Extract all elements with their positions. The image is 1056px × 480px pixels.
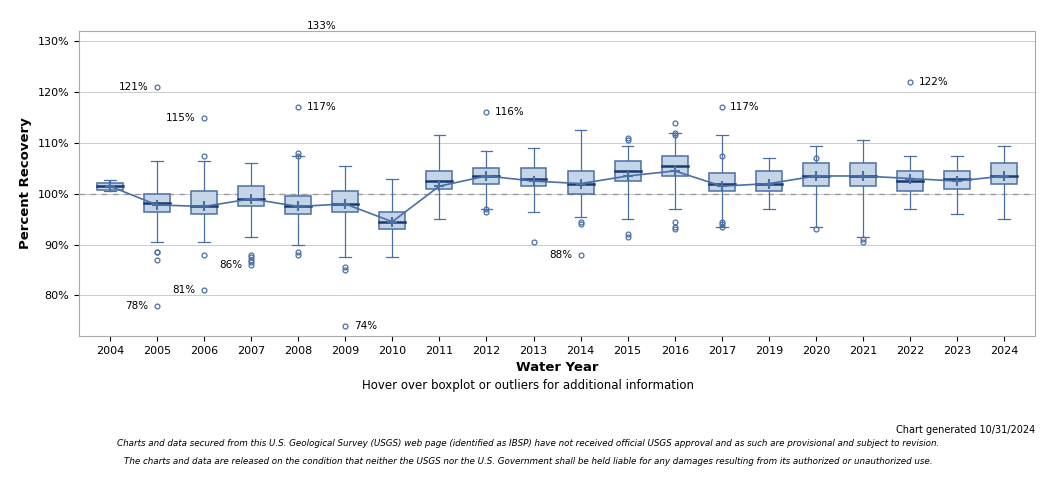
Text: 133%: 133%: [306, 21, 336, 31]
Text: 74%: 74%: [354, 321, 377, 331]
Bar: [379, 212, 406, 229]
Text: 86%: 86%: [220, 260, 243, 270]
Bar: [944, 171, 970, 189]
Text: 115%: 115%: [166, 112, 195, 122]
X-axis label: Water Year: Water Year: [515, 361, 599, 374]
Text: Charts and data secured from this U.S. Geological Survey (USGS) web page (identi: Charts and data secured from this U.S. G…: [117, 439, 939, 448]
Text: Hover over boxplot or outliers for additional information: Hover over boxplot or outliers for addit…: [362, 379, 694, 392]
Text: The charts and data are released on the condition that neither the USGS nor the : The charts and data are released on the …: [124, 457, 932, 466]
Text: 88%: 88%: [549, 250, 572, 260]
Bar: [473, 168, 499, 184]
Bar: [568, 171, 593, 194]
Bar: [238, 186, 264, 206]
Bar: [285, 196, 312, 214]
Bar: [427, 171, 452, 189]
Text: 117%: 117%: [731, 102, 760, 112]
Text: 116%: 116%: [495, 108, 525, 118]
Bar: [333, 191, 358, 212]
Bar: [615, 161, 641, 181]
Text: 81%: 81%: [172, 285, 195, 295]
Text: 117%: 117%: [306, 102, 336, 112]
Bar: [803, 163, 829, 186]
Bar: [144, 194, 170, 212]
Text: 121%: 121%: [118, 82, 149, 92]
Bar: [756, 171, 781, 191]
Bar: [992, 163, 1017, 184]
Bar: [850, 163, 876, 186]
Bar: [898, 171, 923, 191]
Text: 78%: 78%: [126, 300, 149, 311]
Text: 122%: 122%: [919, 77, 948, 87]
Bar: [709, 173, 735, 191]
Bar: [662, 156, 687, 176]
Bar: [521, 168, 546, 186]
Y-axis label: Percent Recovery: Percent Recovery: [19, 118, 32, 250]
Text: Chart generated 10/31/2024: Chart generated 10/31/2024: [895, 425, 1035, 435]
Bar: [191, 191, 216, 214]
Bar: [97, 182, 122, 190]
